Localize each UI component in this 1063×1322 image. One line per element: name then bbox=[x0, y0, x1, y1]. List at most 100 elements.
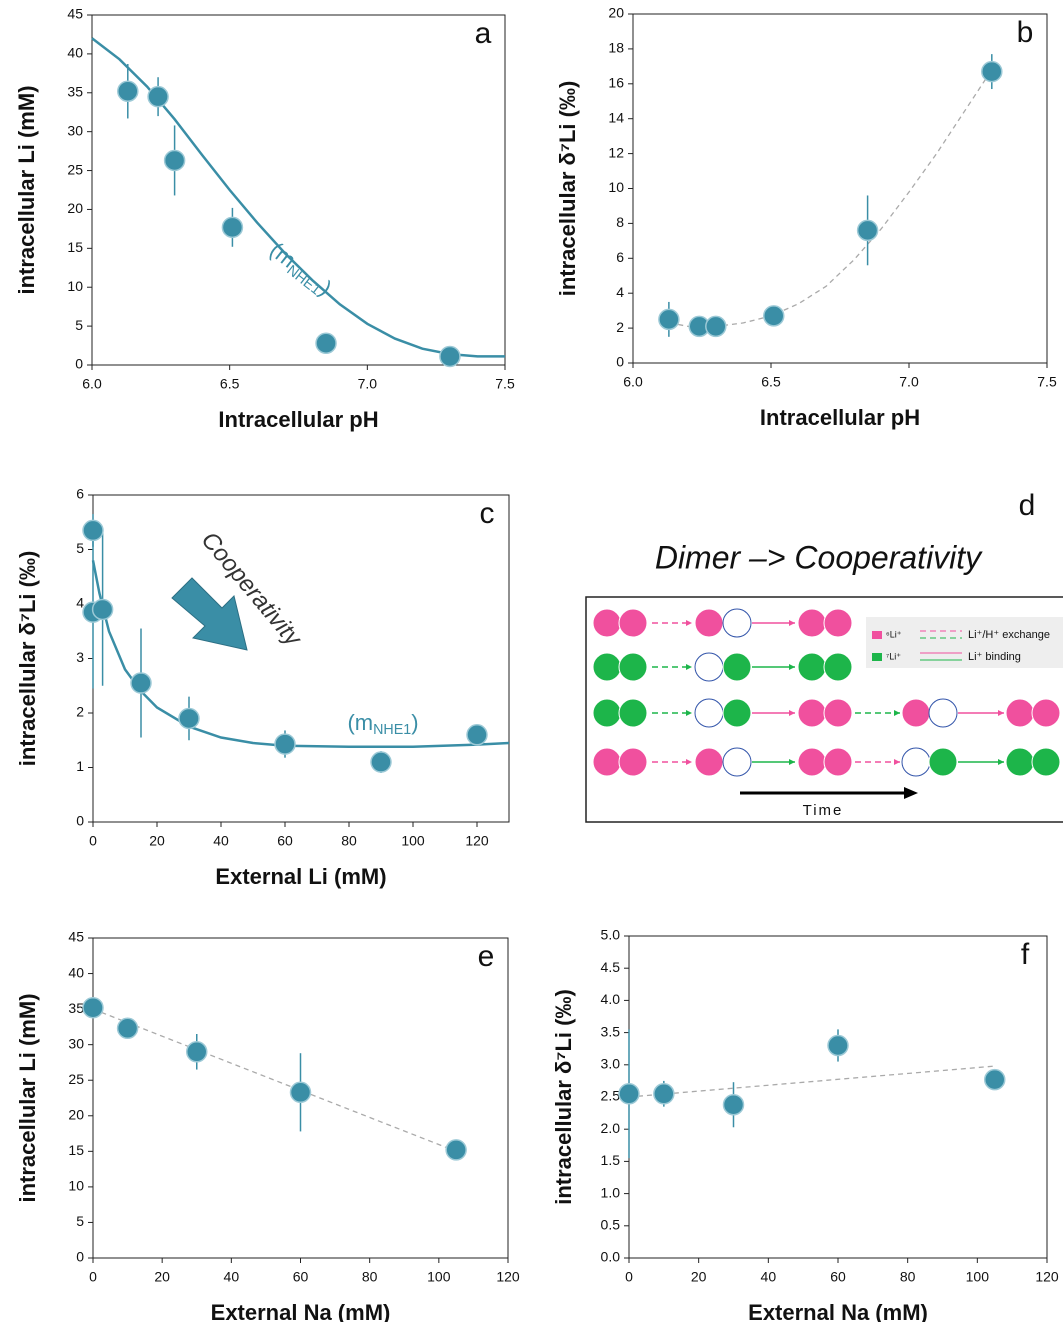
step-arrow-head bbox=[998, 759, 1004, 765]
chart-panel: 0 5 10 15 20 25 30 35 40 45 0 20 40 60 80 100 120 Externa… bbox=[15, 929, 520, 1322]
plot-frame bbox=[628, 935, 1048, 1259]
annotation-text: (m bbox=[347, 710, 373, 735]
y-tick-label: 0.0 bbox=[601, 1249, 621, 1265]
step-arrow-head bbox=[998, 710, 1004, 716]
x-tick-label: 20 bbox=[691, 1269, 707, 1285]
ion-site bbox=[797, 608, 827, 638]
y-tick-label: 0 bbox=[616, 354, 624, 370]
y-tick-label: 4.5 bbox=[601, 959, 621, 975]
plot-frame bbox=[91, 14, 506, 366]
y-tick-label: 40 bbox=[68, 964, 84, 980]
legend-label: ⁷Li⁺ bbox=[886, 651, 901, 661]
data-point bbox=[186, 1041, 208, 1063]
data-point bbox=[130, 672, 152, 694]
data-point bbox=[82, 519, 104, 542]
x-tick-label: 40 bbox=[213, 833, 229, 849]
data-point bbox=[618, 1083, 640, 1105]
data-point bbox=[653, 1083, 675, 1105]
panel-label: a bbox=[475, 17, 492, 50]
y-tick-label: 3.5 bbox=[601, 1023, 621, 1039]
y-tick-label: 5 bbox=[75, 317, 83, 333]
data-point bbox=[856, 219, 879, 242]
legend-label: Li⁺ binding bbox=[968, 651, 1021, 663]
y-axis-label: intracellular δ⁷Li (‰) bbox=[15, 551, 40, 767]
x-axis-label: External Li (mM) bbox=[215, 864, 386, 889]
y-axis-label: intracellular δ⁷Li (‰) bbox=[551, 989, 576, 1205]
data-point bbox=[178, 707, 200, 730]
y-tick-label: 3.0 bbox=[601, 1056, 621, 1072]
y-tick-label: 5 bbox=[76, 540, 84, 556]
data-point bbox=[274, 733, 296, 755]
y-tick-label: 15 bbox=[68, 1142, 84, 1158]
ion-site bbox=[823, 747, 853, 777]
legend-label: ⁶Li⁺ bbox=[886, 629, 902, 639]
x-tick-label: 0 bbox=[625, 1269, 633, 1285]
y-tick-label: 2.0 bbox=[601, 1120, 621, 1136]
ion-site bbox=[928, 698, 958, 728]
ion-site bbox=[722, 608, 752, 638]
data-point bbox=[705, 315, 727, 338]
data-point bbox=[466, 724, 488, 746]
data-point bbox=[722, 1093, 745, 1116]
x-axis-label: External Na (mM) bbox=[211, 1300, 391, 1322]
x-tick-label: 0 bbox=[89, 833, 97, 849]
x-tick-label: 6.0 bbox=[82, 376, 102, 392]
chart-panel: 0 5 10 15 20 25 30 35 40 45 6.0 6.5 7.0 7.5 Intracellu… bbox=[14, 6, 515, 432]
step-arrow-head bbox=[686, 620, 692, 626]
step-arrow-head bbox=[789, 759, 795, 765]
x-tick-label: 20 bbox=[154, 1269, 170, 1285]
panel-label: c bbox=[480, 497, 495, 530]
ion-site bbox=[1031, 698, 1061, 728]
diagram-title: Dimer –> Cooperativity bbox=[655, 539, 983, 575]
ion-site bbox=[618, 698, 648, 728]
ion-site bbox=[797, 747, 827, 777]
data-point bbox=[117, 80, 139, 102]
y-axis-label: intracellular Li (mM) bbox=[14, 85, 39, 294]
y-tick-label: 0 bbox=[76, 1249, 84, 1265]
step-arrow-head bbox=[894, 710, 900, 716]
ion-site bbox=[797, 652, 827, 682]
y-tick-label: 4.0 bbox=[601, 991, 621, 1007]
ion-site bbox=[928, 747, 958, 777]
x-axis-label: External Na (mM) bbox=[748, 1300, 928, 1322]
ion-site bbox=[1031, 747, 1061, 777]
y-tick-label: 20 bbox=[67, 200, 83, 216]
y-tick-label: 0 bbox=[76, 813, 84, 829]
y-tick-label: 4 bbox=[76, 595, 84, 611]
annotation: (mNHE1) bbox=[263, 237, 336, 303]
ion-site bbox=[592, 698, 622, 728]
ion-site bbox=[592, 652, 622, 682]
step-arrow-head bbox=[789, 710, 795, 716]
x-tick-label: 120 bbox=[1035, 1269, 1059, 1285]
legend-swatch bbox=[872, 631, 882, 639]
x-tick-label: 6.5 bbox=[761, 374, 781, 390]
x-tick-label: 20 bbox=[149, 833, 165, 849]
y-tick-label: 1 bbox=[76, 758, 84, 774]
ion-site bbox=[823, 698, 853, 728]
step-arrow-head bbox=[686, 759, 692, 765]
x-tick-label: 40 bbox=[761, 1269, 777, 1285]
y-tick-label: 10 bbox=[608, 179, 624, 195]
x-tick-label: 6.0 bbox=[623, 374, 643, 390]
y-tick-label: 16 bbox=[608, 75, 624, 91]
x-tick-label: 7.0 bbox=[358, 376, 378, 392]
ion-site bbox=[722, 652, 752, 682]
data-point bbox=[147, 85, 169, 108]
x-tick-label: 120 bbox=[496, 1269, 520, 1285]
x-tick-label: 7.5 bbox=[1037, 374, 1057, 390]
fit-curve bbox=[91, 560, 510, 749]
x-axis-label: Intracellular pH bbox=[218, 407, 378, 432]
data-point bbox=[445, 1139, 467, 1161]
y-tick-label: 5.0 bbox=[601, 927, 621, 943]
data-point bbox=[981, 60, 1003, 83]
y-tick-label: 8 bbox=[616, 214, 624, 230]
y-tick-label: 20 bbox=[68, 1106, 84, 1122]
y-tick-label: 2 bbox=[76, 704, 84, 720]
y-tick-label: 10 bbox=[68, 1178, 84, 1194]
ion-site bbox=[618, 652, 648, 682]
data-point bbox=[984, 1068, 1006, 1091]
data-point bbox=[315, 332, 337, 354]
y-tick-label: 18 bbox=[608, 40, 624, 56]
y-tick-label: 45 bbox=[67, 6, 83, 22]
